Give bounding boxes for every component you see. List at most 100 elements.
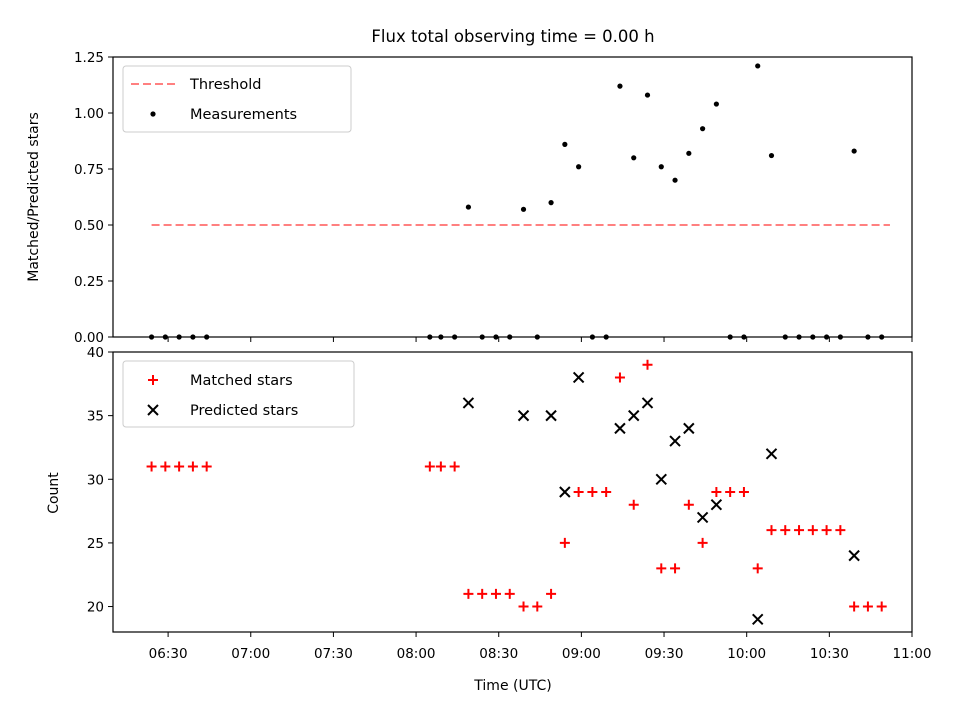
measurement-point — [617, 83, 623, 89]
measurement-point — [851, 148, 857, 154]
legend-matched-swatch — [148, 375, 158, 385]
bottom-y-tick-label: 30 — [87, 472, 104, 488]
bottom-y-tick-label: 20 — [87, 600, 104, 616]
measurement-point — [686, 150, 692, 156]
top-y-tick-label: 0.50 — [74, 218, 104, 234]
bottom-y-tick-label: 25 — [87, 536, 104, 552]
bottom-x-tick-label: 06:30 — [149, 646, 188, 662]
matched-star-marker — [546, 588, 557, 599]
matched-star-marker — [628, 499, 639, 510]
bottom-x-tick-label: 07:00 — [231, 646, 270, 662]
top-y-tick-label: 0.75 — [74, 162, 104, 178]
x-axis-title: Time (UTC) — [473, 678, 551, 694]
legend-measurements-label: Measurements — [190, 107, 297, 123]
matched-star-marker — [766, 525, 777, 536]
legend-threshold-label: Threshold — [189, 77, 261, 93]
measurement-point — [713, 101, 719, 107]
measurement-point — [548, 200, 554, 206]
predicted-star-marker — [752, 613, 764, 625]
matched-star-marker — [683, 499, 694, 510]
top-frame — [112, 56, 913, 338]
predicted-star-marker — [545, 409, 557, 422]
chart-title: Flux total observing time = 0.00 h — [371, 27, 654, 46]
top-y-tick-label: 0.00 — [74, 330, 104, 346]
matched-star-marker — [449, 461, 460, 472]
legend-top: Threshold Measurements — [122, 65, 352, 133]
bottom-y-tick-label: 35 — [87, 409, 104, 425]
matched-star-marker — [518, 601, 529, 612]
measurement-point — [755, 63, 761, 69]
bottom-x-tick-label: 07:30 — [314, 646, 353, 662]
matched-star-marker — [490, 588, 501, 599]
bottom-x-tick-label: 08:00 — [397, 646, 436, 662]
bottom-y-axis-title: Count — [46, 472, 62, 514]
matched-star-marker — [174, 461, 185, 472]
matched-star-marker — [697, 537, 708, 548]
matched-star-marker — [725, 487, 736, 497]
bottom-x-tick-label: 09:30 — [645, 646, 684, 662]
matched-star-marker — [532, 601, 543, 612]
bottom-y-tick-label: 40 — [87, 345, 104, 361]
legend-bottom: Matched stars Predicted stars — [122, 360, 355, 428]
matched-star-marker — [614, 372, 625, 383]
matched-star-marker — [201, 461, 212, 472]
matched-star-marker — [656, 563, 667, 574]
matched-star-marker — [601, 487, 612, 497]
measurement-point — [465, 204, 472, 210]
matched-star-marker — [849, 601, 860, 612]
matched-star-marker — [477, 588, 488, 599]
matched-star-marker — [435, 461, 446, 472]
legend-bottom-box — [122, 360, 355, 428]
measurement-point — [576, 164, 582, 170]
matched-star-marker — [187, 461, 198, 472]
predicted-star-marker — [669, 435, 681, 447]
measurement-point — [700, 126, 706, 132]
top-y-tick-label: 0.25 — [74, 274, 104, 290]
top-y-tick-label: 1.00 — [74, 106, 104, 122]
bottom-x-tick-label: 10:00 — [727, 646, 766, 662]
matched-star-marker — [642, 359, 653, 370]
matched-star-marker — [752, 563, 763, 574]
bottom-x-tick-label: 11:00 — [893, 646, 932, 662]
matched-star-marker — [794, 525, 805, 536]
matched-star-marker — [862, 601, 873, 612]
legend-predicted-label: Predicted stars — [190, 403, 298, 419]
predicted-star-marker — [710, 499, 723, 511]
measurement-point — [672, 177, 678, 183]
bottom-x-tick-label: 09:00 — [562, 646, 601, 662]
matched-star-marker — [876, 601, 887, 612]
matched-star-marker — [160, 461, 171, 472]
matched-star-marker — [559, 537, 570, 548]
top-y-tick-label: 1.25 — [74, 50, 104, 66]
predicted-star-marker — [683, 422, 695, 435]
matched-star-marker — [738, 487, 749, 497]
legend-top-box — [122, 65, 352, 133]
top-y-axis-title: Matched/Predicted stars — [26, 112, 42, 282]
measurement-point — [658, 164, 664, 170]
matched-star-marker — [573, 487, 584, 497]
matched-star-marker — [711, 487, 722, 497]
measurement-point — [644, 92, 651, 98]
predicted-star-marker — [655, 473, 667, 485]
predicted-star-marker — [696, 511, 709, 524]
bottom-frame — [112, 351, 913, 633]
measurement-point — [562, 141, 568, 147]
matched-star-marker — [780, 525, 791, 536]
bottom-x-tick-label: 10:30 — [810, 646, 849, 662]
matched-star-marker — [587, 487, 598, 497]
bottom-x-tick-label: 08:30 — [479, 646, 518, 662]
predicted-star-marker — [614, 422, 626, 435]
matched-star-marker — [670, 563, 681, 574]
matched-star-marker — [821, 525, 832, 536]
predicted-star-marker — [462, 397, 475, 409]
matched-star-marker — [424, 461, 435, 472]
matched-star-marker — [835, 525, 846, 536]
predicted-star-marker — [517, 409, 530, 422]
measurement-point — [631, 155, 637, 161]
measurement-point — [520, 206, 527, 212]
matched-star-marker — [807, 525, 818, 536]
predicted-star-marker — [848, 549, 860, 562]
predicted-star-marker — [641, 397, 654, 409]
matched-star-marker — [146, 461, 157, 472]
